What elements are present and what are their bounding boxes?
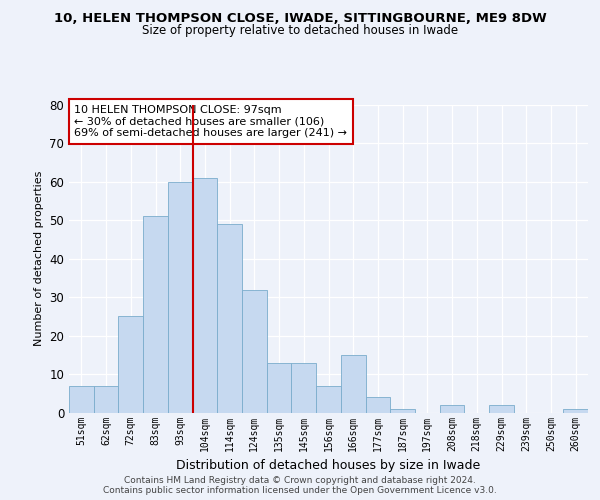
X-axis label: Distribution of detached houses by size in Iwade: Distribution of detached houses by size … [176, 459, 481, 472]
Bar [390, 408, 415, 412]
Text: Size of property relative to detached houses in Iwade: Size of property relative to detached ho… [142, 24, 458, 37]
Bar [489, 405, 514, 412]
Bar [341, 355, 365, 412]
Bar [316, 386, 341, 412]
Bar [168, 182, 193, 412]
Bar [143, 216, 168, 412]
Text: 10, HELEN THOMPSON CLOSE, IWADE, SITTINGBOURNE, ME9 8DW: 10, HELEN THOMPSON CLOSE, IWADE, SITTING… [53, 12, 547, 26]
Bar [193, 178, 217, 412]
Text: Contains HM Land Registry data © Crown copyright and database right 2024.
Contai: Contains HM Land Registry data © Crown c… [103, 476, 497, 495]
Bar [365, 397, 390, 412]
Bar [563, 408, 588, 412]
Bar [69, 386, 94, 412]
Y-axis label: Number of detached properties: Number of detached properties [34, 171, 44, 346]
Bar [242, 290, 267, 412]
Bar [292, 362, 316, 412]
Bar [440, 405, 464, 412]
Bar [118, 316, 143, 412]
Bar [267, 362, 292, 412]
Bar [94, 386, 118, 412]
Text: 10 HELEN THOMPSON CLOSE: 97sqm
← 30% of detached houses are smaller (106)
69% of: 10 HELEN THOMPSON CLOSE: 97sqm ← 30% of … [74, 105, 347, 138]
Bar [217, 224, 242, 412]
